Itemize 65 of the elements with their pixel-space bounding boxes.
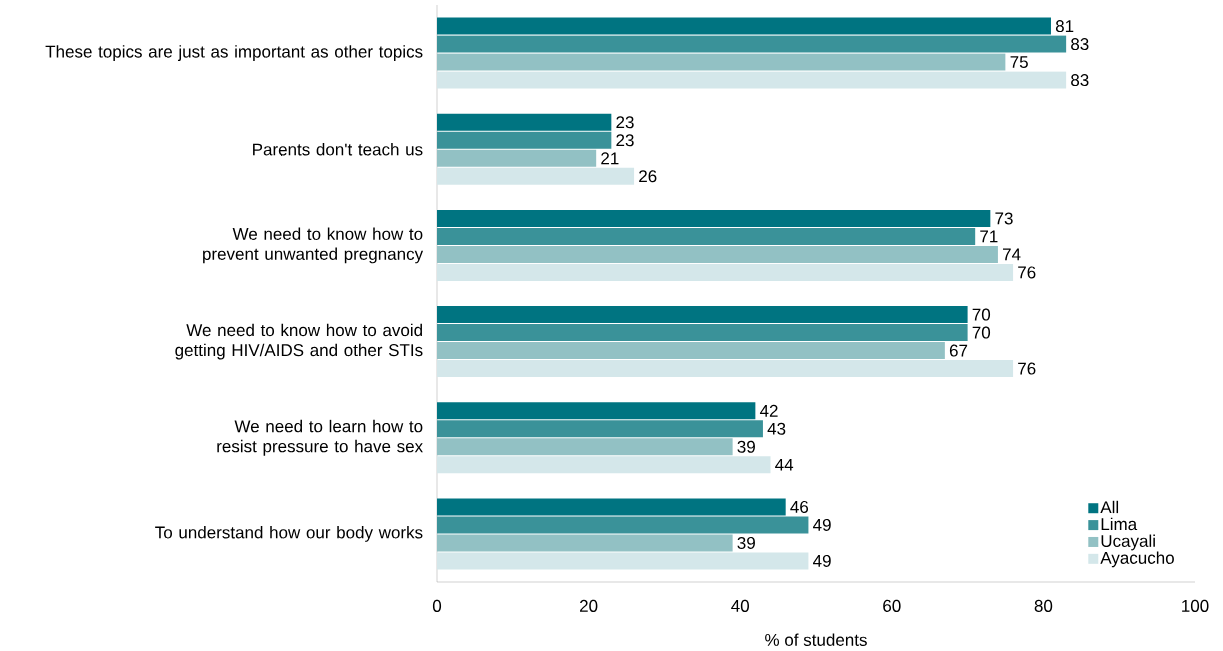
data-label: 71 [980, 230, 998, 243]
data-label: 76 [1018, 266, 1036, 279]
data-label: 74 [1003, 248, 1021, 261]
data-label: 39 [737, 536, 755, 549]
x-axis-title: % of students [765, 633, 867, 646]
x-tick-label: 0 [432, 599, 442, 612]
bar [437, 498, 786, 516]
bar [437, 342, 945, 360]
bar [437, 552, 809, 570]
bar [437, 245, 998, 263]
bar [437, 516, 809, 534]
data-label: 39 [737, 440, 755, 453]
bar [437, 17, 1051, 35]
data-label: 75 [1010, 56, 1028, 69]
data-label: 23 [616, 116, 634, 129]
y-tick-label: We need to know how to prevent unwanted pregnancy [203, 227, 424, 264]
bar [437, 35, 1067, 53]
bar [437, 420, 763, 438]
bar [437, 167, 635, 185]
data-label: 67 [949, 344, 968, 357]
data-label: 46 [790, 500, 809, 513]
data-label: 49 [813, 518, 831, 531]
data-label: 43 [767, 422, 786, 435]
data-label: 44 [775, 458, 794, 471]
data-label: 83 [1071, 38, 1089, 51]
bar [437, 306, 968, 324]
bar [437, 113, 612, 131]
data-label: 49 [813, 554, 831, 567]
y-tick-label: We need to learn how to resist pressure to have sex [217, 419, 423, 456]
x-tick-label: 60 [883, 599, 901, 612]
x-tick-label: 100 [1182, 599, 1209, 612]
bar [437, 53, 1006, 71]
legend-label: Ayacucho [1100, 551, 1174, 568]
bar [437, 438, 733, 456]
data-label: 21 [601, 152, 619, 165]
data-label: 73 [995, 212, 1013, 225]
x-tick-label: 20 [580, 599, 598, 612]
bar [437, 402, 756, 420]
legend-label: All [1100, 500, 1119, 514]
data-label: 70 [972, 326, 991, 339]
bar [437, 71, 1067, 89]
y-tick-label: These topics are just as important as other topics [45, 45, 423, 62]
bar [437, 227, 976, 245]
legend-label: Lima [1101, 517, 1138, 531]
bar [437, 324, 968, 342]
x-tick-label: 80 [1034, 599, 1053, 612]
legend-label: Ucayali [1101, 534, 1155, 551]
bar [437, 263, 1014, 281]
bar [437, 131, 612, 149]
data-label: 83 [1071, 74, 1089, 87]
data-label: 23 [616, 134, 634, 147]
bar [437, 456, 771, 474]
data-label: 81 [1055, 20, 1074, 33]
bar [437, 209, 991, 227]
y-tick-label: To understand how our body works [155, 526, 423, 542]
data-label: 76 [1018, 362, 1036, 375]
data-label: 42 [759, 404, 778, 417]
y-tick-label: We need to know how to avoid getting HIV/AIDS and other STIs [175, 323, 423, 360]
bar [437, 360, 1014, 378]
bar [437, 534, 733, 552]
data-label: 70 [972, 308, 991, 321]
x-tick-label: 40 [731, 599, 749, 612]
bar [437, 149, 597, 167]
data-label: 26 [639, 170, 657, 183]
y-tick-label: Parents don't teach us [253, 143, 423, 156]
